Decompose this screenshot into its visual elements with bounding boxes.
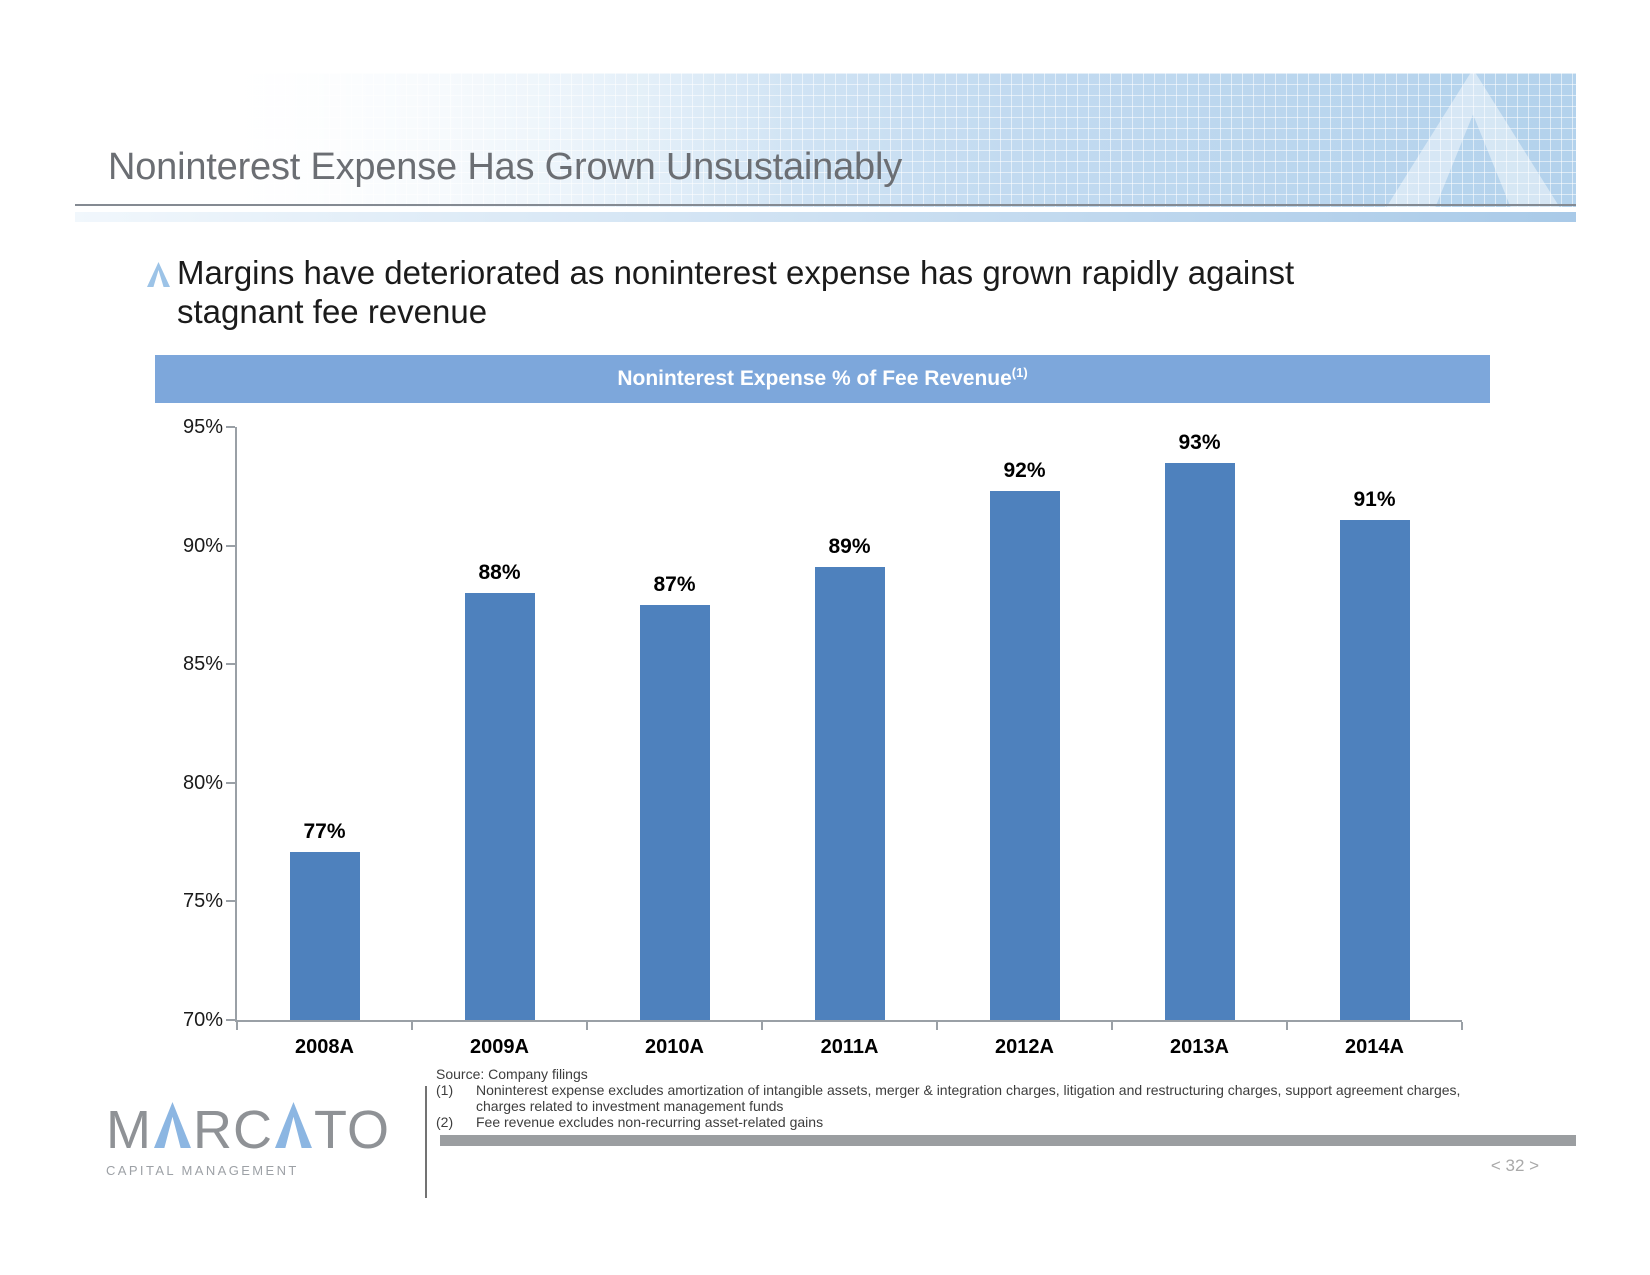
marcato-logo: M RC TO CAPITAL MANAGEMENT [106, 1102, 390, 1178]
chart-title-superscript: (1) [1011, 364, 1028, 380]
footnotes-block: Source: Company filings (1) Noninterest … [436, 1066, 1492, 1130]
bar-value-label: 88% [478, 561, 521, 585]
bar-value-label: 91% [1353, 487, 1396, 511]
logo-subtitle: CAPITAL MANAGEMENT [106, 1163, 299, 1178]
bar-2009A [464, 593, 535, 1020]
y-tick-label: 70% [182, 1009, 223, 1031]
footnote-2-number: (2) [436, 1114, 454, 1130]
logo-a-chevron-icon [153, 1102, 191, 1148]
slide-title: Noninterest Expense Has Grown Unsustaina… [108, 146, 903, 188]
category-label: 2011A [820, 1036, 879, 1058]
y-tick-mark [226, 1019, 235, 1021]
footer-gray-bar [440, 1135, 1576, 1146]
footer-divider [425, 1086, 427, 1198]
y-tick-mark [226, 426, 235, 428]
footnote-1-text: Noninterest expense excludes amortizatio… [476, 1082, 1461, 1114]
marcato-chevron-watermark-icon [1384, 73, 1562, 207]
x-tick-mark [236, 1022, 238, 1030]
bar-chart-plot-area: 95% 90% 85% 80% 75% 70% 77% 2008A 88% 2009A 87% 201… [183, 416, 1463, 1058]
title-underline [75, 204, 1576, 206]
x-tick-mark [586, 1022, 588, 1030]
y-tick-label: 75% [182, 890, 223, 913]
x-tick-mark [1111, 1022, 1113, 1030]
header-banner [230, 73, 1576, 207]
bar-2013A [1164, 462, 1235, 1020]
header-substrip [75, 212, 1576, 222]
bar-value-label: 93% [1178, 430, 1221, 454]
y-tick-label: 85% [182, 653, 223, 676]
category-label: 2010A [645, 1036, 704, 1058]
bar-value-label: 87% [653, 572, 696, 596]
y-tick-label: 80% [182, 771, 223, 794]
bullet-line-2: stagnant fee revenue [177, 293, 488, 330]
chart-title-bar: Noninterest Expense % of Fee Revenue (1) [155, 355, 1490, 403]
x-tick-mark [1461, 1022, 1463, 1030]
y-tick-mark [226, 781, 235, 784]
bar-2012A [989, 491, 1060, 1020]
bar-2011A [814, 566, 885, 1020]
chart-title: Noninterest Expense % of Fee Revenue [617, 367, 1012, 390]
bullet-text: Margins have deteriorated as noninterest… [177, 253, 1294, 331]
bar-value-label: 89% [828, 534, 871, 558]
category-label: 2014A [1345, 1036, 1404, 1058]
footnote-2: (2) Fee revenue excludes non-recurring a… [436, 1114, 1492, 1130]
bullet-item: Margins have deteriorated as noninterest… [147, 253, 1294, 331]
logo-letters-to: TO [313, 1100, 390, 1160]
footnote-1: (1) Noninterest expense excludes amortiz… [436, 1082, 1492, 1114]
logo-letters-m: M [106, 1100, 152, 1160]
logo-a-chevron-icon [274, 1102, 312, 1148]
footnote-2-text: Fee revenue excludes non-recurring asset… [476, 1114, 824, 1130]
y-tick-mark [226, 663, 235, 666]
x-tick-mark [1286, 1022, 1288, 1030]
x-tick-mark [936, 1022, 938, 1030]
category-label: 2008A [295, 1036, 354, 1058]
y-tick-mark [226, 900, 235, 903]
bar-value-label: 77% [303, 819, 346, 843]
y-tick-mark [226, 544, 235, 547]
chevron-up-icon [147, 262, 170, 287]
bullet-line-1: Margins have deteriorated as noninterest… [177, 254, 1295, 291]
category-label: 2009A [470, 1036, 529, 1058]
y-tick-label: 95% [182, 416, 223, 438]
source-line: Source: Company filings [436, 1066, 588, 1082]
logo-letters-rc: RC [192, 1100, 273, 1160]
y-tick-label: 90% [182, 534, 223, 557]
bar-2008A [289, 851, 360, 1020]
category-label: 2013A [1170, 1036, 1229, 1058]
bar-2014A [1339, 519, 1410, 1020]
logo-wordmark: M RC TO [106, 1102, 390, 1157]
bar-value-label: 92% [1003, 459, 1046, 483]
page-number: < 32 > [1490, 1156, 1540, 1175]
x-tick-mark [761, 1022, 763, 1030]
category-label: 2012A [995, 1036, 1054, 1058]
footnote-1-number: (1) [436, 1082, 454, 1098]
x-tick-mark [411, 1022, 413, 1030]
bar-2010A [639, 604, 710, 1020]
